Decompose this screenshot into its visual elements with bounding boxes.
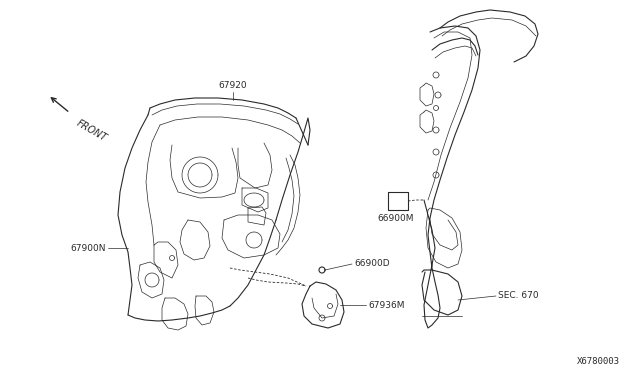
Text: 67920: 67920 [219,81,247,90]
Text: FRONT: FRONT [75,118,109,143]
Text: 67936M: 67936M [368,301,404,310]
Text: X6780003: X6780003 [577,357,620,366]
Text: 66900D: 66900D [354,259,390,267]
Text: 66900M: 66900M [378,214,414,223]
Text: 67900N: 67900N [70,244,106,253]
Text: SEC. 670: SEC. 670 [498,292,539,301]
